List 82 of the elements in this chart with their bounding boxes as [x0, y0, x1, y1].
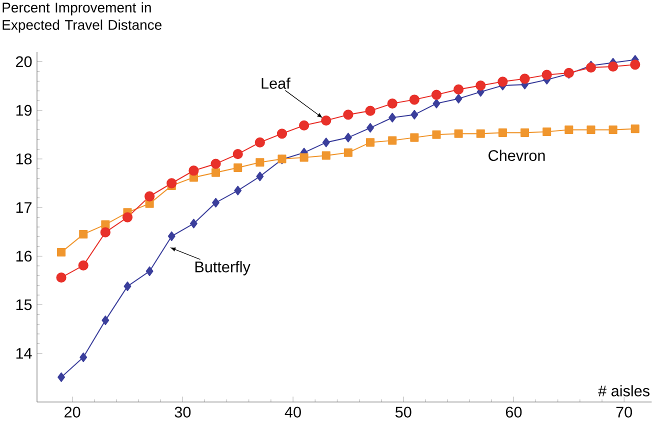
- point: [166, 178, 177, 188]
- x-tick-label: 50: [395, 406, 412, 418]
- point: [344, 132, 352, 142]
- point: [343, 110, 354, 120]
- text: Leaf: [262, 78, 290, 89]
- point: [256, 158, 264, 167]
- point: [520, 128, 530, 137]
- point: [387, 98, 398, 109]
- point: [366, 123, 374, 133]
- point: [431, 90, 442, 100]
- point: [212, 198, 220, 208]
- point: [144, 191, 155, 202]
- point: [124, 282, 132, 292]
- point: [256, 172, 264, 182]
- point: [57, 248, 66, 257]
- point: [300, 153, 308, 162]
- point: [476, 80, 486, 91]
- y-tick-label: 14: [16, 348, 32, 359]
- point: [79, 230, 88, 239]
- point: [498, 128, 507, 137]
- x-tick-label: 60: [506, 406, 522, 418]
- point: [409, 94, 420, 105]
- text: Butterfly: [195, 261, 250, 276]
- point: [630, 124, 640, 134]
- y-tick-label: 17: [16, 202, 32, 213]
- point: [344, 148, 352, 157]
- x-tick-label: 40: [284, 406, 301, 418]
- point: [210, 158, 221, 169]
- x-axis-title: # aisles: [598, 385, 650, 396]
- y-tick-label: 16: [16, 250, 32, 262]
- point: [322, 138, 330, 148]
- point: [190, 218, 198, 228]
- y-tick-label: 20: [16, 56, 32, 68]
- x-tick-label: 20: [64, 406, 80, 418]
- point: [122, 212, 133, 222]
- point: [100, 227, 110, 238]
- point: [232, 149, 243, 160]
- point: [498, 76, 508, 87]
- point: [564, 126, 574, 134]
- x-tick-label: 30: [174, 406, 191, 418]
- point: [212, 168, 220, 177]
- point: [56, 272, 66, 283]
- y-tick-label: 19: [16, 104, 32, 116]
- point: [58, 372, 66, 382]
- point: [586, 62, 596, 73]
- point: [520, 74, 530, 84]
- point: [146, 266, 154, 276]
- point: [388, 112, 396, 122]
- y-tick-label: 15: [16, 299, 32, 310]
- point: [388, 136, 397, 145]
- y-axis-title: Percent Improvement in Expected Travel Distance: [2, 2, 162, 33]
- point: [630, 60, 640, 70]
- point: [608, 62, 618, 72]
- point: [366, 138, 375, 147]
- point: [322, 151, 330, 160]
- point: [365, 106, 376, 116]
- point: [234, 163, 242, 172]
- point: [432, 98, 440, 108]
- point: [542, 127, 552, 136]
- point: [410, 133, 419, 142]
- point: [188, 166, 199, 176]
- point: [80, 352, 88, 362]
- point: [102, 316, 110, 326]
- series-label: Chevron: [488, 150, 545, 161]
- point: [254, 137, 265, 148]
- point: [608, 126, 618, 134]
- point: [454, 94, 462, 104]
- point: [276, 128, 288, 139]
- point: [410, 110, 418, 120]
- x-tick-label: 70: [616, 406, 632, 418]
- y-tick-label: 18: [16, 154, 32, 164]
- point: [432, 130, 441, 139]
- point: [298, 120, 310, 130]
- point: [453, 84, 464, 94]
- point: [476, 129, 485, 138]
- point: [168, 231, 176, 242]
- point: [586, 126, 596, 134]
- point: [78, 260, 88, 270]
- point: [234, 186, 242, 196]
- point: [321, 115, 332, 126]
- point: [454, 129, 463, 138]
- point: [542, 70, 552, 80]
